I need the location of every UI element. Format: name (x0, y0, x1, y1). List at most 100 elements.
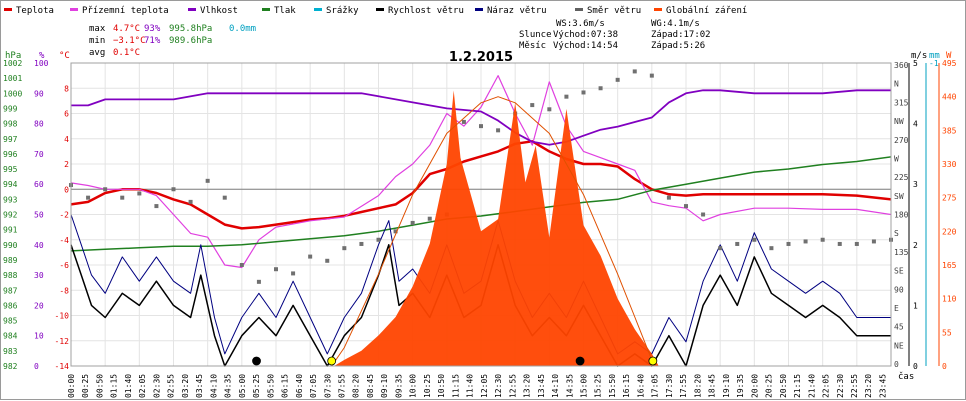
tick-time: 14:10 (551, 374, 560, 398)
series-temperature (70, 140, 892, 230)
wind-direction-point (274, 267, 278, 272)
tick-rad: 55 (942, 328, 952, 337)
wind-direction-point (325, 258, 330, 263)
tick-press: 982 (3, 362, 18, 371)
tick-time: 15:25 (594, 374, 603, 398)
tick-time: 23:45 (878, 374, 887, 398)
tick-time: 16:40 (636, 374, 645, 398)
wind-direction-point (376, 237, 381, 242)
wind-direction-point (598, 86, 603, 91)
tick-time: 11:15 (451, 374, 460, 398)
tick-time: 22:30 (836, 374, 845, 398)
tick-rad: 275 (942, 194, 957, 203)
axis-label-pct: % (39, 51, 45, 61)
tick-hum: 20 (34, 301, 44, 310)
legend-swatch (575, 8, 583, 11)
tick-time: 12:30 (494, 374, 503, 398)
legend-swatch (654, 8, 662, 11)
tick-press: 998 (3, 120, 18, 129)
tick-dir: SW (894, 192, 904, 201)
legend-swatch (188, 8, 196, 11)
tick-dir: 225 (894, 173, 909, 182)
stat-min-temp: −3.1°C (113, 36, 146, 46)
tick-hum: 80 (34, 120, 44, 129)
tick-ms: 3 (913, 180, 918, 189)
tick-press: 983 (3, 347, 18, 356)
wind-direction-point (547, 107, 552, 112)
wind-direction-point (205, 178, 210, 183)
tick-rad: 330 (942, 160, 957, 169)
series-pressure (70, 156, 892, 252)
wind-direction-point (308, 254, 313, 259)
tick-time: 07:55 (337, 374, 346, 398)
tick-temp: 0 (64, 185, 69, 194)
tick-time: 18:20 (693, 374, 702, 398)
series-sun-curve (331, 96, 654, 367)
info-sun-label: Slunce (519, 30, 552, 40)
tick-time: 02:05 (138, 374, 147, 398)
stat-avg-label: avg (89, 48, 105, 58)
wind-direction-point (684, 204, 688, 209)
tick-time: 10:50 (437, 374, 446, 398)
tick-time: 03:20 (181, 374, 190, 398)
wind-direction-point (632, 69, 637, 74)
wind-direction-point (291, 271, 296, 276)
tick-dir: 180 (894, 211, 909, 220)
tick-time: 15:50 (608, 374, 617, 398)
info-moon-rise: Východ:14:54 (553, 41, 618, 51)
tick-time: 17:05 (651, 374, 660, 398)
tick-time: 22:05 (822, 374, 831, 398)
tick-time: 00:50 (95, 374, 104, 398)
info-sun-set: Západ:17:02 (651, 30, 711, 40)
chart-title: 1.2.2015 (449, 50, 513, 65)
legend-swatch (314, 8, 322, 11)
legend-swatch (475, 8, 483, 11)
stat-max-label: max (89, 24, 106, 34)
axis-label-degc: °C (59, 51, 70, 61)
info-moon-set: Západ:5:26 (651, 41, 705, 51)
tick-time: 21:40 (807, 374, 816, 398)
tick-dir: 90 (894, 285, 904, 294)
info-moon-label: Měsíc (519, 41, 546, 51)
tick-time: 19:10 (722, 374, 731, 398)
stat-min-press: 989.6hPa (169, 36, 212, 46)
marker-moonrise (575, 356, 585, 366)
tick-time: 08:45 (366, 374, 375, 398)
tick-press: 996 (3, 150, 18, 159)
stat-max-press: 995.8hPa (169, 24, 212, 34)
tick-time: 18:45 (708, 374, 717, 398)
tick-press: 991 (3, 226, 18, 235)
tick-temp: 8 (64, 84, 69, 93)
tick-press: 1000 (3, 89, 22, 98)
plot-border (70, 62, 892, 367)
tick-mm: -1 (929, 59, 939, 68)
legend-swatch (4, 8, 12, 11)
stat-max-rain: 0.0mm (229, 24, 256, 34)
tick-press: 988 (3, 271, 18, 280)
tick-time: 17:30 (665, 374, 674, 398)
wind-direction-point (393, 229, 398, 234)
wind-direction-point (803, 239, 808, 244)
wind-direction-point (530, 103, 535, 108)
tick-hum: 60 (34, 180, 44, 189)
legend-label: Náraz větru (487, 6, 547, 16)
tick-time: 06:15 (281, 374, 290, 398)
tick-time: 00:00 (67, 374, 76, 398)
tick-time: 07:05 (309, 374, 318, 398)
axis-label-ms: m/s (911, 51, 927, 61)
tick-temp: 6 (64, 110, 69, 119)
tick-rad: 385 (942, 126, 957, 135)
marker-sunset (648, 356, 658, 366)
tick-temp: -6 (59, 261, 69, 270)
tick-hum: 70 (34, 150, 44, 159)
tick-time: 01:15 (110, 374, 119, 398)
tick-time: 06:40 (295, 374, 304, 398)
tick-temp: -8 (59, 286, 69, 295)
tick-time: 13:20 (523, 374, 532, 398)
tick-press: 994 (3, 180, 18, 189)
wind-direction-point (871, 239, 876, 244)
legend-label: Vlhkost (200, 6, 238, 16)
tick-rad: 495 (942, 59, 957, 68)
tick-time: 01:40 (124, 374, 133, 398)
tick-rad: 110 (942, 295, 957, 304)
